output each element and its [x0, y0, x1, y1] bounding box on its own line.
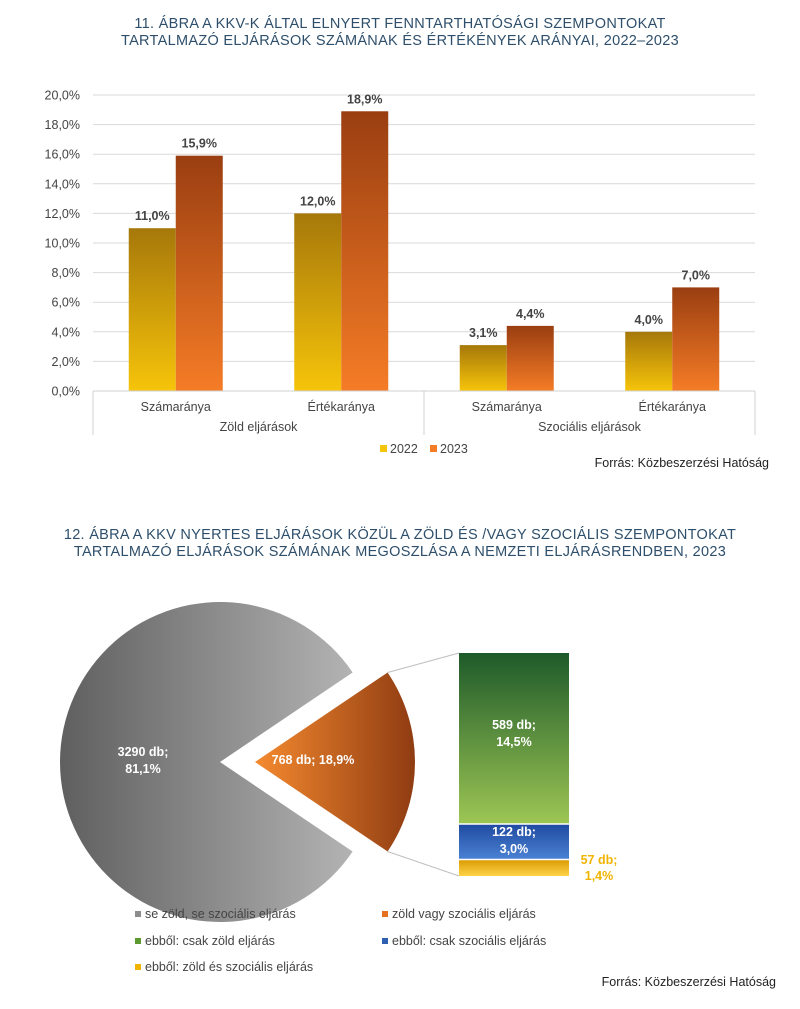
- breakdown-segment-3: [459, 859, 569, 876]
- chart2-title-line1: 12. ÁBRA A KKV NYERTES ELJÁRÁSOK KÖZÜL A…: [63, 527, 737, 543]
- legend: se zöld, se szociális eljárás zöld vagy s…: [135, 907, 546, 974]
- breakdown-label: 14,5%: [496, 735, 531, 749]
- bar-2022-1: [128, 228, 176, 391]
- breakdown-bar: 589 db; 14,5% 122 db; 3,0% 57 db; 1,4%: [387, 652, 618, 883]
- data-label: 7,0%: [682, 268, 711, 282]
- connector-bottom: [387, 851, 460, 877]
- data-label: 18,9%: [347, 92, 382, 106]
- legend-label: zöld vagy szociális eljárás: [392, 907, 536, 921]
- breakdown-segment-1: [459, 653, 569, 825]
- legend: 2022 2023: [380, 442, 468, 456]
- data-label: 12,0%: [300, 194, 335, 208]
- breakdown-label: 122 db;: [492, 825, 536, 839]
- y-tick-label: 10,0%: [45, 237, 80, 251]
- legend-swatch-2023: [430, 445, 437, 452]
- legend-swatch-2022: [380, 445, 387, 452]
- y-tick-label: 8,0%: [52, 266, 81, 280]
- chart2-title-line2: TARTALMAZÓ ELJÁRÁSOK SZÁMÁNAK MEGOSZLÁSA…: [73, 544, 727, 560]
- bar-2023-1: [175, 155, 223, 391]
- data-label: 11,0%: [135, 209, 170, 223]
- legend-swatch: [382, 911, 388, 917]
- breakdown-label: 57 db;: [581, 853, 618, 867]
- pie-label-grey-percent: 81,1%: [125, 762, 160, 776]
- bars: [128, 111, 720, 391]
- x-group-label: Szociális eljárások: [538, 420, 642, 434]
- bar-2022-4: [625, 331, 673, 391]
- pie-label-grey-count: 3290 db;: [118, 745, 169, 759]
- x-tick-label: Értékaránya: [308, 399, 375, 414]
- legend-label: ebből: csak zöld eljárás: [145, 934, 275, 948]
- x-group-label: Zöld eljárások: [220, 420, 299, 434]
- legend-label: se zöld, se szociális eljárás: [145, 907, 296, 921]
- breakdown-label: 589 db;: [492, 718, 536, 732]
- y-tick-label: 12,0%: [45, 207, 80, 221]
- y-tick-label: 18,0%: [45, 118, 80, 132]
- bar-2023-2: [341, 111, 389, 391]
- data-label: 4,4%: [516, 307, 545, 321]
- legend-label: ebből: zöld és szociális eljárás: [145, 960, 313, 974]
- x-tick-label: Számaránya: [141, 400, 211, 414]
- y-tick-label: 20,0%: [45, 89, 80, 103]
- chart1-title-line2: TARTALMAZÓ ELJÁRÁSOK SZÁMÁNAK ÉS ÉRTÉKÉN…: [121, 33, 679, 49]
- chart1-source: Forrás: Közbeszerzési Hatóság: [594, 456, 769, 470]
- legend-swatch: [135, 938, 141, 944]
- legend-label: 2023: [440, 442, 468, 456]
- pie-label-orange: 768 db; 18,9%: [272, 753, 355, 767]
- x-tick-label: Értékaránya: [639, 399, 706, 414]
- data-labels: 11,0% 15,9% 12,0% 18,9% 3,1% 4,4% 4,0% 7,0%: [135, 92, 710, 340]
- y-tick-label: 14,0%: [45, 177, 80, 191]
- y-tick-label: 0,0%: [52, 385, 81, 399]
- x-axis: Számaránya Értékaránya Számaránya Értékarán…: [92, 390, 756, 435]
- chart2-title: 12. ÁBRA A KKV NYERTES ELJÁRÁSOK KÖZÜL A…: [0, 527, 800, 561]
- pie: 3290 db; 81,1% 768 db; 18,9%: [60, 601, 415, 922]
- pie-slice-orange: [255, 672, 415, 852]
- bar-2022-3: [459, 345, 507, 391]
- data-label: 15,9%: [182, 137, 217, 151]
- legend-swatch: [135, 911, 141, 917]
- breakdown-label: 1,4%: [585, 869, 614, 883]
- breakdown-label: 3,0%: [500, 842, 529, 856]
- x-tick-label: Számaránya: [472, 400, 542, 414]
- y-tick-label: 2,0%: [52, 355, 81, 369]
- connector-top: [387, 652, 460, 673]
- y-tick-label: 16,0%: [45, 148, 80, 162]
- y-tick-label: 4,0%: [52, 325, 81, 339]
- bar-2023-3: [506, 325, 554, 391]
- legend-label: 2022: [390, 442, 418, 456]
- chart2-source: Forrás: Közbeszerzési Hatóság: [601, 975, 776, 989]
- legend-label: ebből: csak szociális eljárás: [392, 934, 546, 948]
- data-label: 4,0%: [635, 313, 664, 327]
- data-label: 3,1%: [469, 326, 498, 340]
- chart1-title: 11. ÁBRA A KKV-K ÁLTAL ELNYERT FENNTARTH…: [0, 16, 800, 50]
- breakdown-segment-2: [459, 824, 569, 860]
- y-tick-label: 6,0%: [52, 296, 81, 310]
- bar-chart: 0,0% 2,0% 4,0% 6,0% 8,0% 10,0% 12,0% 14,0% 16,0%…: [45, 89, 756, 456]
- y-axis: 0,0% 2,0% 4,0% 6,0% 8,0% 10,0% 12,0% 14,0% 16,0%…: [45, 89, 80, 399]
- chart1-title-line1: 11. ÁBRA A KKV-K ÁLTAL ELNYERT FENNTARTH…: [134, 16, 666, 32]
- bar-2022-2: [294, 213, 342, 391]
- pie-slice-grey: [60, 601, 353, 922]
- legend-swatch: [382, 938, 388, 944]
- legend-swatch: [135, 964, 141, 970]
- bar-2023-4: [672, 287, 720, 391]
